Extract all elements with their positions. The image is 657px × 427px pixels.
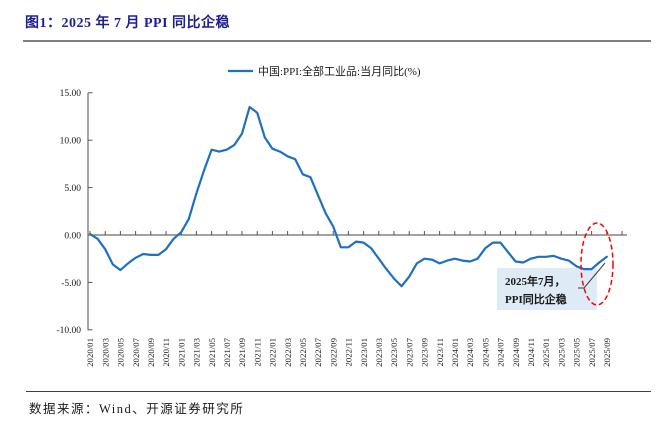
y-tick-label: 5.00 xyxy=(64,184,81,194)
x-tick-label: 2021/05 xyxy=(207,337,217,366)
annotation-text-line1: 2025年7月， xyxy=(505,274,566,288)
data-source: 数据来源：Wind、开源证券研究所 xyxy=(29,402,245,416)
x-tick-label: 2025/09 xyxy=(602,337,612,366)
x-tick-label: 2022/07 xyxy=(313,337,323,366)
x-tick-label: 2022/01 xyxy=(268,338,278,367)
x-tick-label: 2021/11 xyxy=(252,338,262,367)
x-tick-label: 2024/05 xyxy=(480,337,490,366)
annotation-box xyxy=(497,268,597,310)
y-axis-labels: 15.00 10.00 5.00 0.00 -5.00 -10.00 xyxy=(56,89,81,336)
x-tick-label: 2024/09 xyxy=(511,337,521,366)
x-tick-label: 2023/11 xyxy=(435,338,445,367)
x-tick-label: 2020/09 xyxy=(146,337,156,366)
x-tick-label: 2025/01 xyxy=(541,338,551,367)
annotation-leader-line xyxy=(578,262,606,289)
x-tick-label: 2021/07 xyxy=(222,337,232,366)
x-tick-label: 2023/03 xyxy=(374,337,384,366)
x-tick-label: 2020/11 xyxy=(161,338,171,367)
annotation-text-line2: PPI同比企稳 xyxy=(505,292,567,306)
x-tick-label: 2021/03 xyxy=(192,337,202,366)
x-tick-label: 2025/05 xyxy=(572,337,582,366)
title-underline xyxy=(23,40,651,42)
x-tick-label: 2020/05 xyxy=(116,337,126,366)
x-tick-label: 2021/01 xyxy=(176,338,186,367)
x-tick-label: 2022/09 xyxy=(328,337,338,366)
x-tick-label: 2022/11 xyxy=(344,338,354,367)
x-tick-label: 2023/05 xyxy=(389,337,399,366)
x-tick-label: 2022/03 xyxy=(283,337,293,366)
x-tick-label: 2024/03 xyxy=(465,337,475,366)
x-tick-label: 2025/03 xyxy=(556,337,566,366)
y-tick-label: 15.00 xyxy=(60,89,82,99)
legend: 中国:PPI:全部工业品:当月同比(%) xyxy=(228,64,421,78)
figure-title: 图1：2025 年 7 月 PPI 同比企稳 xyxy=(25,16,231,31)
y-tick-label: -10.00 xyxy=(56,326,81,336)
x-tick-label: 2024/11 xyxy=(526,338,536,367)
y-tick-label: 10.00 xyxy=(60,137,82,147)
x-tick-label: 2024/01 xyxy=(450,338,460,367)
x-tick-label: 2020/07 xyxy=(131,337,141,366)
highlight-ellipse xyxy=(580,222,614,306)
footer-rule xyxy=(26,391,651,393)
x-tick-label: 2023/07 xyxy=(404,337,414,366)
ppi-series-line xyxy=(88,105,608,288)
y-tick-label: -5.00 xyxy=(61,279,81,289)
x-tick-label: 2023/09 xyxy=(420,337,430,366)
legend-label: 中国:PPI:全部工业品:当月同比(%) xyxy=(258,64,421,78)
x-tick-label: 2020/03 xyxy=(100,337,110,366)
x-tick-label: 2023/01 xyxy=(359,338,369,367)
y-tick-label: 0.00 xyxy=(64,231,81,241)
x-axis-labels: 2020/01 2020/03 2020/05 2020/07 2020/09 2020/… xyxy=(85,337,612,366)
x-tick-label: 2021/09 xyxy=(237,337,247,366)
x-tick-label: 2024/07 xyxy=(496,337,506,366)
x-tick-label: 2020/01 xyxy=(85,338,95,367)
x-tick-label: 2022/05 xyxy=(298,337,308,366)
x-tick-label: 2025/07 xyxy=(587,337,597,366)
annotation-callout: 2025年7月， PPI同比企稳 xyxy=(497,268,597,310)
